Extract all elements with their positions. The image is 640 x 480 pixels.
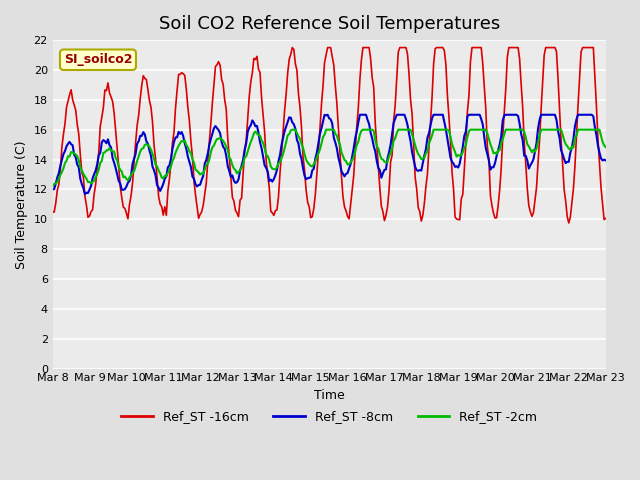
Ref_ST -8cm <box>385 149 393 155</box>
Ref_ST -16cm <box>152 156 159 162</box>
Ref_ST -8cm <box>49 187 56 192</box>
Ref_ST -2cm <box>536 132 543 138</box>
Ref_ST -16cm <box>536 137 543 143</box>
Ref_ST -2cm <box>396 127 404 132</box>
Ref_ST -16cm <box>396 45 404 50</box>
Legend: Ref_ST -16cm, Ref_ST -8cm, Ref_ST -2cm: Ref_ST -16cm, Ref_ST -8cm, Ref_ST -2cm <box>116 405 542 428</box>
Ref_ST -8cm <box>153 182 161 188</box>
Ref_ST -2cm <box>383 159 391 165</box>
Ref_ST -8cm <box>64 141 72 146</box>
Ref_ST -8cm <box>324 112 332 118</box>
Ref_ST -16cm <box>565 220 573 226</box>
Ref_ST -8cm <box>81 191 89 197</box>
Ref_ST -16cm <box>383 204 391 210</box>
Ref_ST -16cm <box>289 45 296 50</box>
X-axis label: Time: Time <box>314 389 344 402</box>
Y-axis label: Soil Temperature (C): Soil Temperature (C) <box>15 140 28 269</box>
Ref_ST -2cm <box>152 162 159 168</box>
Ref_ST -16cm <box>602 216 609 221</box>
Ref_ST -16cm <box>365 45 373 50</box>
Ref_ST -8cm <box>367 130 374 136</box>
Ref_ST -2cm <box>49 183 56 189</box>
Ref_ST -2cm <box>289 127 296 132</box>
Ref_ST -8cm <box>397 112 405 118</box>
Line: Ref_ST -2cm: Ref_ST -2cm <box>52 130 605 186</box>
Line: Ref_ST -8cm: Ref_ST -8cm <box>52 115 605 194</box>
Text: SI_soilco2: SI_soilco2 <box>64 53 132 66</box>
Ref_ST -16cm <box>49 209 56 215</box>
Ref_ST -2cm <box>64 154 72 159</box>
Title: Soil CO2 Reference Soil Temperatures: Soil CO2 Reference Soil Temperatures <box>159 15 500 33</box>
Ref_ST -2cm <box>365 127 373 132</box>
Ref_ST -8cm <box>602 157 609 163</box>
Ref_ST -16cm <box>64 98 72 104</box>
Ref_ST -2cm <box>602 144 609 150</box>
Line: Ref_ST -16cm: Ref_ST -16cm <box>52 48 605 223</box>
Ref_ST -8cm <box>537 112 545 118</box>
